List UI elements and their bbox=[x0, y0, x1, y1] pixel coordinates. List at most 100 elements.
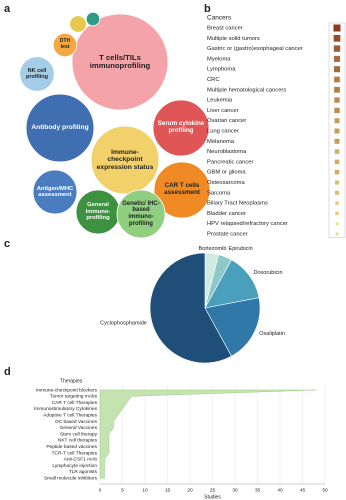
list-marker bbox=[335, 211, 339, 216]
list-marker bbox=[333, 34, 341, 42]
panel-label: d bbox=[4, 366, 11, 378]
x-tick-label: 0 bbox=[99, 487, 102, 493]
list-frame bbox=[328, 22, 346, 238]
x-tick-label: 35 bbox=[255, 487, 261, 493]
y-tick-label: TLR agonists bbox=[69, 469, 98, 475]
x-tick-label: 25 bbox=[210, 487, 216, 493]
list-label: Multiple solid tumors bbox=[207, 36, 260, 42]
list-marker bbox=[334, 149, 340, 154]
bubble-label: Serum cytokine profiling bbox=[157, 120, 205, 134]
list-label: GBM or glioma bbox=[207, 170, 246, 176]
list-marker bbox=[334, 107, 340, 114]
bubble-label-box: Immune-checkpoint expression status bbox=[96, 148, 154, 171]
list-label: Biliary Tract Neoplasms bbox=[207, 201, 268, 207]
bubble-label: General Immuno-profiling bbox=[85, 202, 111, 222]
list-marker bbox=[334, 190, 340, 195]
bubble bbox=[90, 125, 160, 195]
list-marker bbox=[333, 45, 341, 52]
bubble bbox=[19, 56, 55, 92]
y-tick-label: Peptide based vaccines bbox=[46, 444, 97, 450]
list-label: Bladder cancer bbox=[207, 211, 246, 217]
pie-slice bbox=[204, 297, 261, 357]
x-tick-label: 15 bbox=[165, 487, 171, 493]
pie-label: Epirubicin bbox=[229, 246, 253, 252]
panel-label: a bbox=[4, 3, 11, 15]
x-tick-label: 5 bbox=[121, 487, 124, 493]
y-tick-label: Anti-CSF1 mAb bbox=[64, 457, 98, 463]
list-label: Lung cancer bbox=[207, 129, 239, 135]
y-tick-label: Immune-checkpoint blockers bbox=[36, 387, 98, 393]
x-tick-label: 10 bbox=[142, 487, 148, 493]
bubble-label: DTH test bbox=[59, 38, 71, 50]
list-label: Osteosarcoma bbox=[207, 180, 245, 186]
list-label: Myeloma bbox=[207, 56, 231, 62]
bubble-label: Immune-checkpoint expression status bbox=[96, 148, 154, 171]
list-label: Breast cancer bbox=[207, 26, 243, 32]
bubble bbox=[116, 189, 166, 239]
list-marker bbox=[334, 97, 340, 103]
bubble-label-box: General Immuno-profiling bbox=[85, 202, 111, 222]
list-marker bbox=[334, 128, 340, 134]
list-marker bbox=[334, 86, 340, 93]
panel-label: b bbox=[204, 3, 211, 15]
list-label: Ovarian cancer bbox=[207, 118, 246, 124]
list-label: Liver cancer bbox=[207, 108, 239, 114]
y-tick-label: Stem cell therapy bbox=[60, 431, 98, 437]
x-tick-label: 20 bbox=[187, 487, 193, 493]
list-marker bbox=[334, 180, 340, 185]
pie-label: Cyclophosphamide bbox=[100, 320, 147, 326]
bubble-label-box: NK cell profiling bbox=[25, 67, 48, 80]
y-tick-label: Lymphocyte injection bbox=[52, 463, 97, 469]
list-marker bbox=[334, 76, 340, 83]
y-tick-label: Small molecule inhibitors bbox=[44, 475, 98, 481]
bubble-label-box: DTH test bbox=[59, 38, 71, 50]
list-label: HPV relapsed/refractory cancer bbox=[207, 221, 288, 227]
bubble-label: T cells/TILs immunoprofiling bbox=[89, 52, 151, 70]
bubble-label-box: Antibody profiling bbox=[31, 124, 89, 132]
pie-label: Oxaliplatin bbox=[259, 331, 285, 337]
bubble bbox=[52, 32, 78, 58]
bubble-label: Antibody profiling bbox=[31, 124, 89, 132]
y-tick-label: NKT cell therapies bbox=[58, 438, 98, 444]
y-tick-label: General Vaccines bbox=[59, 425, 97, 431]
list-label: Prostate cancer bbox=[207, 232, 248, 238]
list-marker bbox=[334, 169, 340, 175]
list-marker bbox=[333, 66, 341, 73]
area bbox=[99, 389, 317, 479]
bubble bbox=[85, 11, 101, 27]
bubble-label: Antigen/MHC assessment bbox=[36, 185, 74, 198]
bubble bbox=[69, 15, 87, 33]
bubble bbox=[32, 169, 78, 215]
list-marker bbox=[334, 118, 340, 124]
y-tick-label: Immunostimulatory Cytokines bbox=[34, 406, 98, 412]
bubble-label-box: Antigen/MHC assessment bbox=[36, 185, 74, 198]
panel-label: c bbox=[4, 238, 10, 250]
list-marker bbox=[334, 138, 340, 144]
y-tick-label: CAR T cell Therapies bbox=[52, 400, 98, 406]
list-label: CRC bbox=[207, 77, 220, 83]
list-marker bbox=[335, 201, 339, 205]
y-tick-label: TCR-T cell Therapies bbox=[52, 450, 98, 456]
bubble bbox=[153, 161, 211, 219]
x-axis-title: Studies bbox=[204, 494, 221, 500]
bubble-label-box: T cells/TILs immunoprofiling bbox=[89, 52, 151, 70]
x-tick-label: 50 bbox=[322, 487, 328, 493]
list-label: Leukemia bbox=[207, 98, 233, 104]
x-tick-label: 40 bbox=[277, 487, 283, 493]
y-tick-label: Adoptive T cell Therapies bbox=[43, 412, 97, 418]
bubble bbox=[71, 13, 169, 111]
list-label: Gastric or (gastro)esophageal cancer bbox=[207, 46, 303, 52]
list-marker bbox=[335, 232, 339, 236]
bubble-label-box: Genetic/ IHC-based immuno-profiling bbox=[122, 201, 159, 227]
x-tick-label: 45 bbox=[300, 487, 306, 493]
list-marker bbox=[334, 159, 340, 165]
list-label: Melanoma bbox=[207, 139, 235, 145]
y-tick-label: DC based Vaccines bbox=[55, 419, 97, 425]
list-marker bbox=[333, 55, 341, 62]
list-title: Cancers bbox=[207, 15, 232, 22]
y-axis-title: Therapies bbox=[60, 378, 83, 384]
bubble bbox=[152, 99, 210, 157]
bubble-label-box: CAR T cells assessment bbox=[164, 182, 200, 196]
pie-label: Bortezomib bbox=[199, 246, 227, 252]
bubble-label: NK cell profiling bbox=[25, 67, 48, 80]
